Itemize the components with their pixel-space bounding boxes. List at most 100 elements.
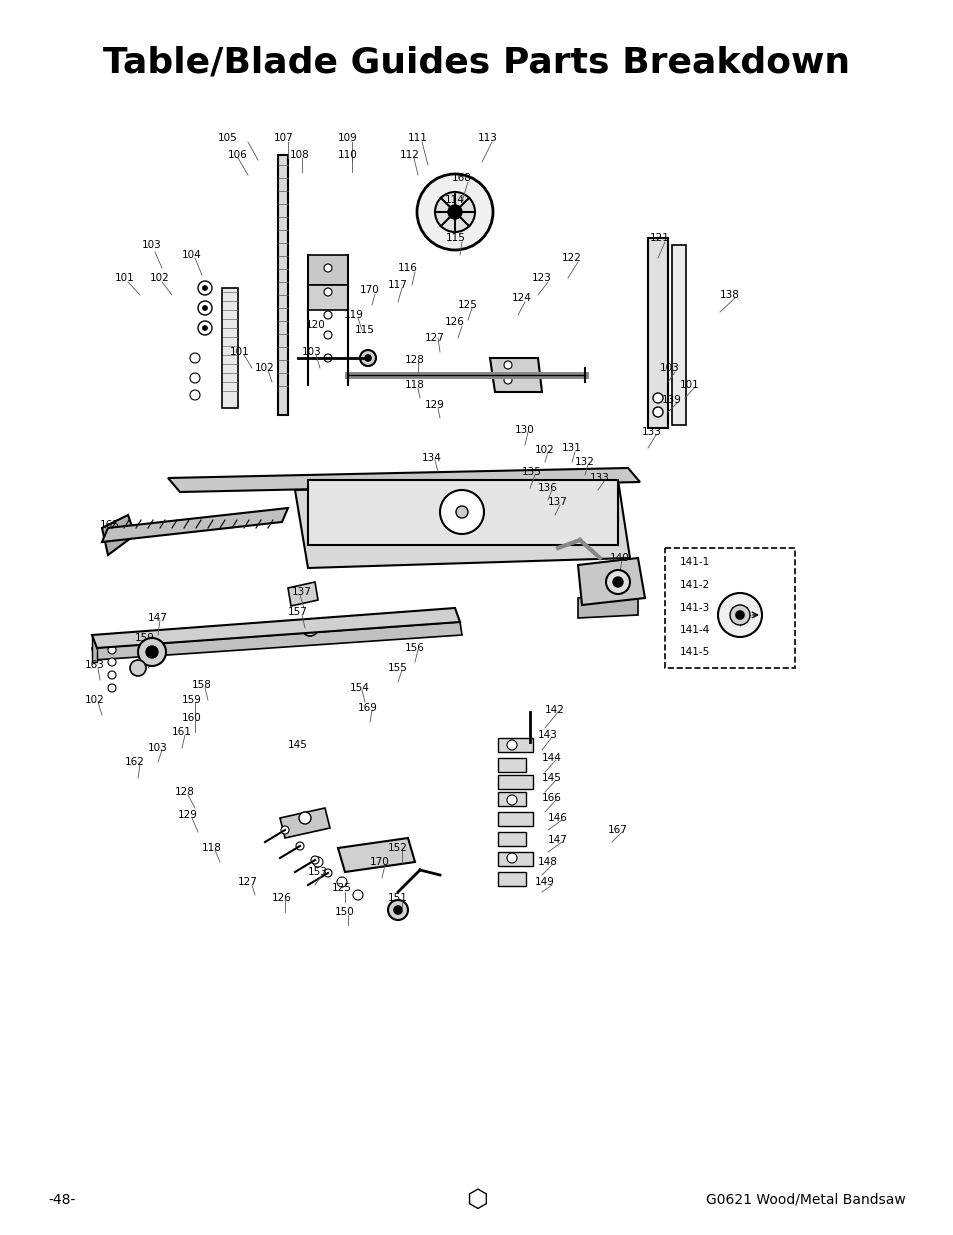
Text: 153: 153 [308, 867, 328, 877]
Text: 129: 129 [178, 810, 197, 820]
Text: 103: 103 [142, 240, 162, 249]
Text: 127: 127 [238, 877, 257, 887]
Text: 163: 163 [85, 659, 105, 671]
Polygon shape [288, 582, 317, 606]
Circle shape [295, 842, 304, 850]
Text: 136: 136 [537, 483, 558, 493]
Text: 102: 102 [254, 363, 274, 373]
Circle shape [506, 740, 517, 750]
Text: 120: 120 [306, 320, 326, 330]
Text: 147: 147 [148, 613, 168, 622]
Polygon shape [308, 254, 348, 285]
Polygon shape [647, 238, 667, 429]
Text: 119: 119 [344, 310, 363, 320]
Polygon shape [497, 792, 525, 806]
Text: 145: 145 [288, 740, 308, 750]
Circle shape [353, 890, 363, 900]
Circle shape [652, 393, 662, 403]
Polygon shape [277, 156, 288, 415]
Text: 137: 137 [292, 587, 312, 597]
Polygon shape [497, 739, 533, 752]
Text: 141-4: 141-4 [679, 625, 709, 635]
Text: 111: 111 [408, 133, 428, 143]
Circle shape [198, 301, 212, 315]
Circle shape [394, 906, 401, 914]
Circle shape [146, 646, 158, 658]
Circle shape [138, 638, 166, 666]
Text: 151: 151 [388, 893, 408, 903]
Circle shape [324, 331, 332, 338]
Polygon shape [497, 758, 525, 772]
Circle shape [605, 571, 629, 594]
Text: 115: 115 [355, 325, 375, 335]
Text: 133: 133 [641, 427, 661, 437]
Text: -48-: -48- [48, 1193, 75, 1207]
Polygon shape [308, 480, 618, 545]
Text: 150: 150 [335, 906, 355, 918]
Text: ⬡: ⬡ [466, 1188, 487, 1212]
Text: 145: 145 [541, 773, 561, 783]
Text: 103: 103 [148, 743, 168, 753]
Circle shape [198, 282, 212, 295]
Text: 106: 106 [228, 149, 248, 161]
Text: 128: 128 [175, 787, 194, 797]
Circle shape [202, 326, 208, 331]
Text: 137: 137 [547, 496, 567, 508]
Circle shape [307, 625, 313, 631]
Text: 141-1: 141-1 [679, 557, 709, 567]
Bar [664, 548, 794, 668]
Text: 123: 123 [532, 273, 552, 283]
Circle shape [108, 658, 116, 666]
Text: 102: 102 [535, 445, 555, 454]
Circle shape [190, 353, 200, 363]
Text: 128: 128 [405, 354, 424, 366]
Text: 108: 108 [290, 149, 310, 161]
Text: 124: 124 [512, 293, 532, 303]
Text: 162: 162 [125, 757, 145, 767]
Circle shape [313, 857, 323, 867]
Text: 126: 126 [272, 893, 292, 903]
Polygon shape [578, 558, 644, 605]
Circle shape [735, 611, 743, 619]
Circle shape [108, 684, 116, 692]
Text: 141-5: 141-5 [679, 647, 709, 657]
Text: 105: 105 [218, 133, 237, 143]
Text: 156: 156 [405, 643, 424, 653]
Polygon shape [91, 635, 97, 662]
Polygon shape [91, 608, 459, 648]
Circle shape [503, 361, 512, 369]
Circle shape [302, 620, 317, 636]
Circle shape [503, 375, 512, 384]
Polygon shape [308, 285, 348, 310]
Circle shape [198, 321, 212, 335]
Text: 149: 149 [535, 877, 555, 887]
Text: 140: 140 [610, 553, 629, 563]
Text: 170: 170 [370, 857, 390, 867]
Text: 141-3: 141-3 [679, 603, 709, 613]
Text: 157: 157 [288, 606, 308, 618]
Text: 170: 170 [359, 285, 379, 295]
Text: 109: 109 [337, 133, 357, 143]
Circle shape [435, 191, 475, 232]
Polygon shape [497, 811, 533, 826]
Circle shape [298, 811, 311, 824]
Text: 129: 129 [425, 400, 444, 410]
Text: 101: 101 [230, 347, 250, 357]
Polygon shape [102, 508, 288, 542]
Text: 166: 166 [541, 793, 561, 803]
Circle shape [365, 354, 371, 361]
Text: 160: 160 [182, 713, 202, 722]
Circle shape [202, 305, 208, 310]
Text: 112: 112 [399, 149, 419, 161]
Circle shape [448, 205, 461, 219]
Circle shape [202, 285, 208, 290]
Text: 159: 159 [182, 695, 202, 705]
Circle shape [613, 577, 622, 587]
Circle shape [506, 853, 517, 863]
Circle shape [108, 634, 116, 642]
Text: 126: 126 [445, 317, 464, 327]
Text: 115: 115 [446, 233, 465, 243]
Text: 103: 103 [302, 347, 321, 357]
Polygon shape [294, 480, 629, 568]
Text: 101: 101 [115, 273, 134, 283]
